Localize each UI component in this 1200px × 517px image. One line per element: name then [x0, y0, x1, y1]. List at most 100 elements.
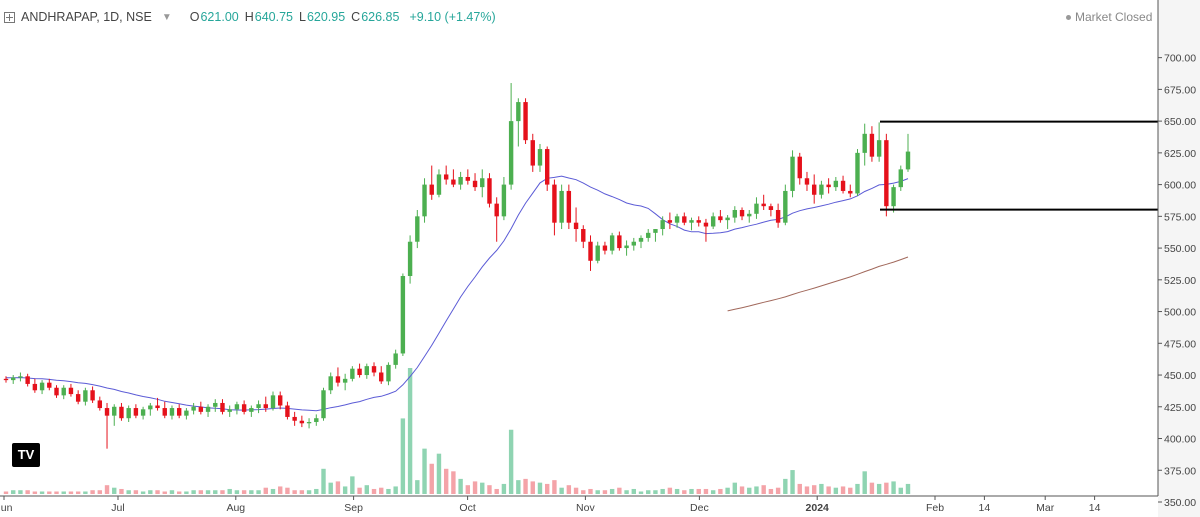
volume-bar [790, 470, 795, 494]
candle-body [169, 408, 175, 416]
price-axis-panel [1158, 0, 1200, 517]
time-tick-label: Mar [1036, 502, 1055, 514]
candle-body [696, 220, 701, 223]
volume-bar [804, 486, 810, 494]
candle-body [884, 140, 889, 207]
market-status: Market Closed [1066, 10, 1152, 24]
candle-body [184, 410, 189, 416]
time-tick-label: Nov [576, 502, 595, 514]
candle-body [573, 222, 579, 230]
chevron-down-icon[interactable]: ▼ [161, 11, 172, 23]
volume-bar [234, 490, 240, 494]
price-tick-label: 675.00 [1164, 84, 1196, 96]
symbol-title[interactable]: ANDHRAPAP, 1D, NSE [21, 10, 152, 24]
candle-body [299, 420, 305, 424]
volume-bar [891, 481, 896, 494]
candle-body [371, 366, 377, 373]
volume-bar [840, 486, 846, 494]
candle-body [68, 387, 74, 395]
volume-bar [292, 490, 297, 494]
candle-body [443, 174, 449, 180]
candle-body [407, 241, 413, 277]
candle-body [819, 184, 824, 195]
candle-body [314, 418, 319, 423]
candle-body [624, 245, 629, 249]
candle-body [581, 229, 586, 242]
candle-body [876, 140, 882, 157]
candle-body [862, 133, 867, 153]
volume-bar [357, 487, 362, 494]
volume-bar [169, 490, 175, 494]
volume-bar [278, 486, 283, 494]
volume-bar [155, 490, 160, 494]
candle-body [797, 156, 802, 179]
volume-bar [342, 486, 348, 494]
price-tick-label: 550.00 [1164, 243, 1196, 255]
time-tick-label: 14 [979, 502, 991, 514]
volume-bar [112, 487, 117, 494]
price-tick-label: 450.00 [1164, 370, 1196, 382]
candle-body [674, 216, 680, 223]
volume-bar [263, 487, 268, 494]
candle-body [148, 405, 153, 410]
candle-body [804, 178, 810, 185]
volume-bar [75, 491, 81, 494]
volume-bar [436, 453, 442, 494]
candle-body [458, 176, 463, 185]
time-tick-label: 2024 [806, 502, 830, 514]
volume-bar [674, 488, 680, 494]
high-label: H [244, 10, 254, 24]
volume-bar [710, 490, 716, 494]
candle-body [234, 404, 240, 410]
candle-body [689, 220, 694, 223]
candle-body [516, 102, 521, 122]
candle-body [552, 184, 557, 223]
volume-bar [299, 490, 305, 494]
candles [3, 83, 911, 449]
candle-body [133, 408, 139, 416]
candle-body [61, 387, 66, 396]
volume-bar [833, 487, 839, 494]
time-tick-label: Jul [111, 502, 124, 514]
volume-bar [653, 490, 658, 494]
high-value: 640.75 [254, 10, 293, 24]
volume-bar [213, 490, 218, 494]
volume-bar [696, 488, 701, 494]
candle-body [494, 203, 499, 217]
candle-body [761, 203, 766, 207]
candle-body [429, 184, 434, 195]
candle-body [775, 209, 781, 223]
time-tick-label: Oct [459, 502, 475, 514]
candle-body [241, 404, 247, 412]
volume-bar [443, 468, 449, 494]
candle-body [588, 241, 593, 261]
volume-bar [465, 485, 471, 494]
volume-bar [205, 490, 211, 494]
candle-body [162, 408, 167, 416]
status-dot-icon [1066, 15, 1071, 21]
candle-body [566, 190, 572, 223]
candle-body [140, 409, 146, 416]
tradingview-logo[interactable]: TV [12, 443, 40, 467]
volume-bar [140, 491, 146, 494]
candle-body [646, 232, 651, 238]
candle-body [119, 406, 124, 419]
ma-fast-line [6, 175, 909, 412]
open-value: 621.00 [200, 10, 239, 24]
plus-icon[interactable] [4, 11, 15, 23]
volume-bar [97, 490, 103, 494]
low-label: L [298, 10, 306, 24]
volume-bar [407, 368, 413, 494]
volume-bar [573, 487, 579, 494]
volume-bar [739, 486, 745, 494]
volume-bar [595, 490, 600, 494]
candle-body [732, 209, 738, 218]
time-tick-label: Aug [226, 502, 245, 514]
price-tick-label: 600.00 [1164, 180, 1196, 192]
price-tick-label: 475.00 [1164, 338, 1196, 350]
price-tick-label: 400.00 [1164, 434, 1196, 446]
volume-bar [732, 482, 738, 494]
candle-body [905, 151, 911, 170]
candle-body [790, 156, 795, 191]
